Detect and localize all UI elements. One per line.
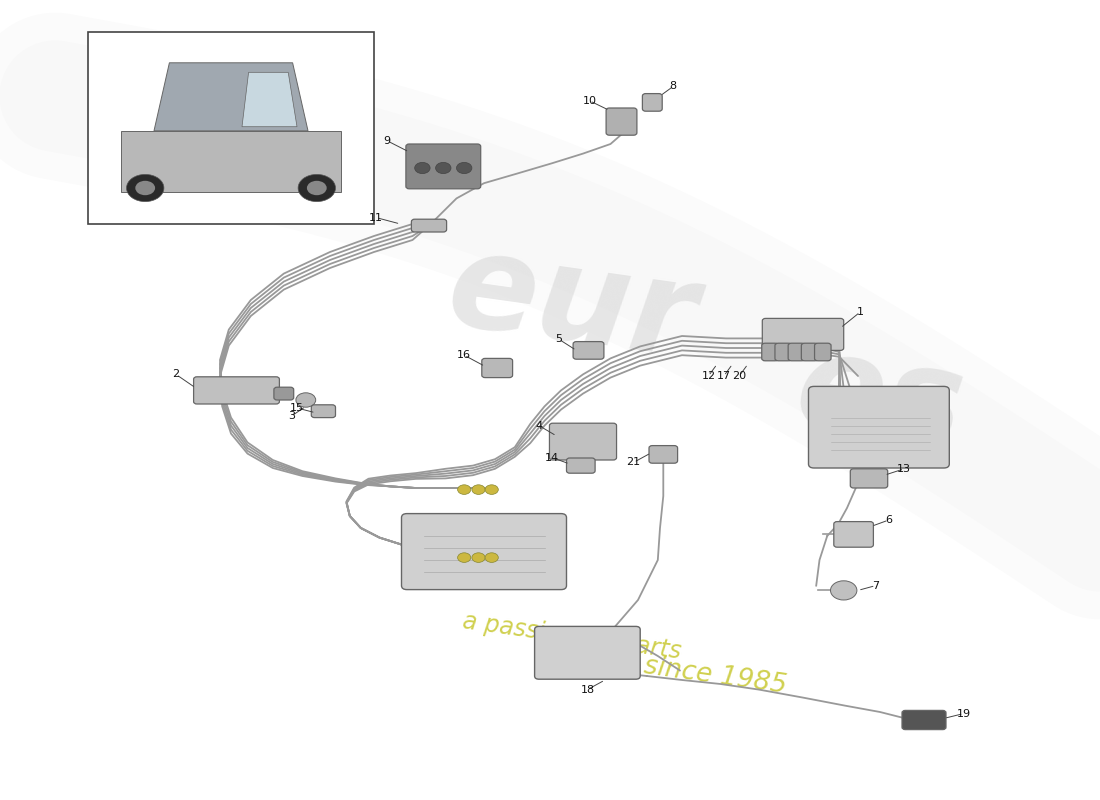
FancyBboxPatch shape (808, 386, 949, 468)
Circle shape (485, 485, 498, 494)
FancyBboxPatch shape (550, 423, 616, 460)
Text: 11: 11 (370, 213, 383, 222)
Bar (88, 32, 374, 224)
FancyBboxPatch shape (482, 358, 513, 378)
FancyBboxPatch shape (761, 343, 779, 361)
FancyBboxPatch shape (311, 405, 336, 418)
Circle shape (307, 181, 327, 195)
Text: 7: 7 (872, 581, 879, 590)
Circle shape (126, 174, 164, 202)
Circle shape (296, 393, 316, 407)
FancyBboxPatch shape (411, 219, 447, 232)
FancyBboxPatch shape (801, 343, 818, 361)
Text: 10: 10 (583, 96, 596, 106)
FancyBboxPatch shape (814, 343, 832, 361)
FancyBboxPatch shape (642, 94, 662, 111)
Text: 20: 20 (733, 371, 746, 381)
Circle shape (456, 162, 472, 174)
FancyBboxPatch shape (194, 377, 279, 404)
FancyBboxPatch shape (850, 469, 888, 488)
Text: 4: 4 (536, 421, 542, 430)
FancyBboxPatch shape (774, 343, 792, 361)
Polygon shape (154, 62, 308, 130)
Text: 6: 6 (886, 515, 892, 525)
Text: 13: 13 (898, 464, 911, 474)
Text: 5: 5 (556, 334, 562, 344)
Circle shape (830, 581, 857, 600)
Polygon shape (121, 130, 341, 192)
Text: 15: 15 (290, 403, 304, 413)
FancyBboxPatch shape (606, 108, 637, 135)
FancyBboxPatch shape (573, 342, 604, 359)
Circle shape (472, 553, 485, 562)
Text: 21: 21 (627, 458, 640, 467)
FancyBboxPatch shape (402, 514, 566, 590)
Text: since 1985: since 1985 (642, 653, 788, 699)
Polygon shape (242, 72, 297, 126)
Text: 1: 1 (857, 307, 864, 317)
Text: a passion for parts: a passion for parts (461, 609, 683, 663)
FancyBboxPatch shape (834, 522, 873, 547)
Circle shape (458, 485, 471, 494)
Text: 9: 9 (384, 136, 390, 146)
Text: 18: 18 (581, 685, 594, 694)
Text: 17: 17 (717, 371, 730, 381)
FancyBboxPatch shape (535, 626, 640, 679)
Text: 14: 14 (546, 453, 559, 462)
FancyBboxPatch shape (406, 144, 481, 189)
Text: 19: 19 (957, 709, 970, 718)
FancyBboxPatch shape (566, 458, 595, 474)
Circle shape (436, 162, 451, 174)
Circle shape (472, 485, 485, 494)
Text: 2: 2 (173, 370, 179, 379)
FancyBboxPatch shape (274, 387, 294, 400)
Text: eur: eur (440, 224, 704, 384)
Circle shape (415, 162, 430, 174)
FancyBboxPatch shape (762, 318, 844, 350)
FancyBboxPatch shape (649, 446, 678, 463)
Text: 3: 3 (288, 411, 295, 421)
FancyBboxPatch shape (902, 710, 946, 730)
Circle shape (458, 553, 471, 562)
Text: es: es (788, 326, 972, 474)
Circle shape (298, 174, 336, 202)
Text: 8: 8 (670, 82, 676, 91)
Text: 16: 16 (458, 350, 471, 360)
FancyBboxPatch shape (788, 343, 805, 361)
Circle shape (485, 553, 498, 562)
Text: 12: 12 (702, 371, 715, 381)
Circle shape (135, 181, 155, 195)
